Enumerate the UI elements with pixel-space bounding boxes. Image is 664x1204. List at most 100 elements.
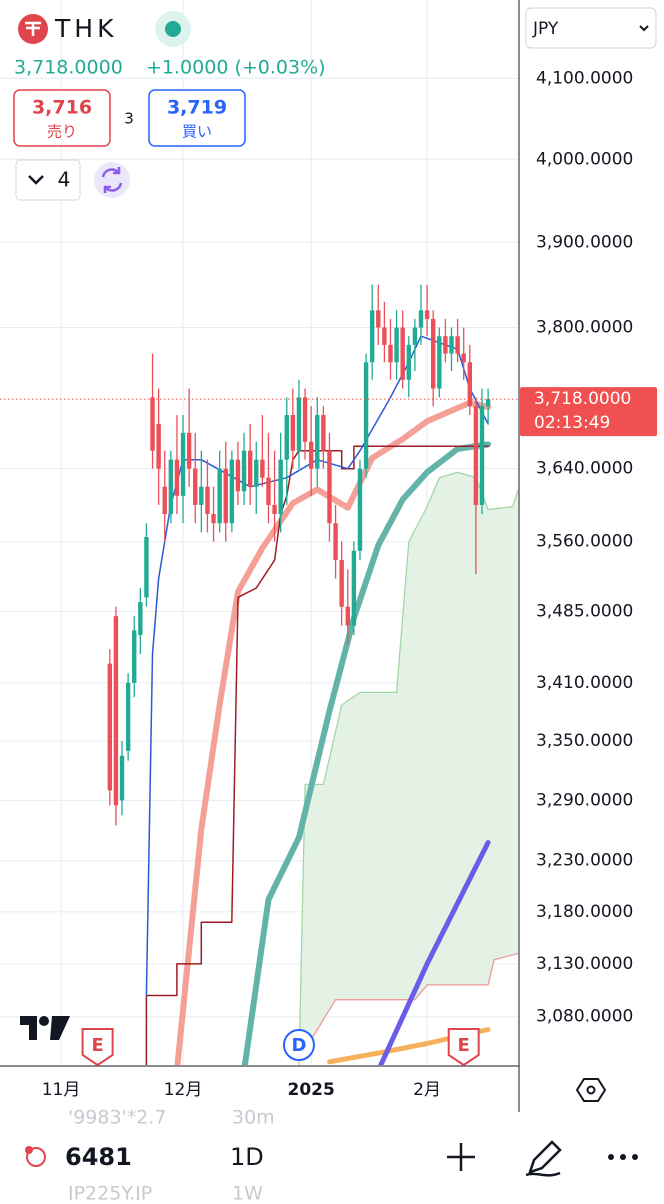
buy-label[interactable]: 買い bbox=[182, 123, 212, 141]
sync-bg[interactable] bbox=[94, 162, 130, 198]
price-label: 3,718.0000 bbox=[534, 389, 631, 409]
candle-body bbox=[357, 468, 363, 551]
dropdown-box[interactable] bbox=[15, 159, 81, 201]
dot bbox=[608, 1154, 614, 1160]
candle-body bbox=[339, 560, 344, 607]
sync-icon bbox=[101, 168, 123, 192]
candle-body bbox=[132, 630, 137, 683]
cloud-lower bbox=[298, 952, 518, 1060]
event-label: E bbox=[91, 1035, 103, 1056]
sync-arrows bbox=[103, 167, 121, 193]
candle-body bbox=[327, 450, 332, 524]
settings-dot bbox=[586, 1085, 596, 1095]
candle-body bbox=[437, 336, 442, 389]
buy-price[interactable]: 3,719 bbox=[167, 97, 227, 119]
currency-dropdown[interactable]: JPY bbox=[525, 7, 657, 49]
candle-body bbox=[473, 406, 479, 505]
candle-body bbox=[345, 606, 350, 626]
y-tick-label: 3,640.0000 bbox=[536, 459, 633, 479]
candle-body bbox=[461, 353, 466, 363]
bottom-symbol[interactable]: 6481 bbox=[65, 1143, 132, 1171]
candle-body bbox=[107, 663, 113, 791]
bottom-interval[interactable]: 1D bbox=[230, 1143, 264, 1171]
candle-body bbox=[235, 459, 241, 492]
candle-body bbox=[290, 415, 296, 451]
y-tick-label: 3,410.0000 bbox=[536, 673, 633, 693]
currency-box[interactable] bbox=[525, 7, 657, 49]
candle-body bbox=[205, 486, 210, 515]
candle-body bbox=[449, 336, 454, 354]
candle-body bbox=[266, 477, 271, 505]
logo-part bbox=[20, 1016, 37, 1040]
candle-body bbox=[424, 310, 430, 319]
sell-box[interactable] bbox=[13, 89, 111, 147]
candle-body bbox=[217, 468, 222, 524]
y-tick-label: 3,230.0000 bbox=[536, 851, 633, 871]
candle-body bbox=[284, 415, 289, 460]
event-label: E bbox=[458, 1035, 470, 1056]
candle-body bbox=[479, 406, 485, 505]
candle-body bbox=[278, 459, 283, 515]
y-tick-label: 3,130.0000 bbox=[536, 954, 633, 974]
layout-count[interactable]: 4 bbox=[58, 168, 71, 192]
dividend-marker bbox=[282, 1029, 315, 1061]
draw-button[interactable] bbox=[525, 1140, 562, 1177]
symbol-icon-dot bbox=[25, 1146, 33, 1154]
candle-body bbox=[125, 682, 131, 751]
candle-body bbox=[272, 504, 277, 515]
cloud-upper bbox=[298, 471, 518, 1065]
candle-body bbox=[351, 550, 357, 626]
logo-part bbox=[50, 1016, 70, 1040]
candle-body bbox=[369, 310, 375, 363]
candle-body bbox=[376, 310, 381, 328]
candle-body bbox=[113, 616, 119, 806]
y-tick-label: 3,900.0000 bbox=[536, 232, 633, 252]
candle-body bbox=[467, 362, 472, 407]
x-tick-label: 12月 bbox=[164, 1080, 203, 1100]
price: 3,718.0000 bbox=[14, 57, 123, 79]
candle-body bbox=[388, 344, 393, 363]
countdown: 02:13:49 bbox=[534, 413, 610, 433]
buy-button[interactable]: 3,719 買い bbox=[148, 89, 246, 147]
candle-body bbox=[308, 441, 314, 469]
y-tick-label: 3,080.0000 bbox=[536, 1007, 633, 1027]
y-tick-label: 3,560.0000 bbox=[536, 532, 633, 552]
add-button[interactable] bbox=[447, 1143, 475, 1171]
layout-dropdown[interactable]: 4 bbox=[15, 159, 81, 201]
candle-body bbox=[156, 423, 161, 469]
candle-body bbox=[315, 415, 320, 469]
ghost-symbol: '9983'*2.7 bbox=[68, 1107, 167, 1129]
status-dot bbox=[165, 21, 181, 37]
more-button[interactable] bbox=[608, 1154, 638, 1160]
y-tick-label: 3,485.0000 bbox=[536, 601, 633, 621]
earnings-marker bbox=[81, 1028, 114, 1067]
candle-body bbox=[193, 468, 198, 505]
x-tick-label: 11月 bbox=[42, 1080, 81, 1100]
y-tick-label: 3,180.0000 bbox=[536, 902, 633, 922]
candle-body bbox=[260, 459, 265, 478]
candle-body bbox=[394, 327, 399, 363]
ghost-interval: 30m bbox=[232, 1107, 275, 1129]
candle-body bbox=[296, 397, 302, 451]
y-tick-label: 3,290.0000 bbox=[536, 790, 633, 810]
indicator-line bbox=[174, 399, 492, 1065]
settings-button[interactable] bbox=[575, 1078, 607, 1102]
sell-button[interactable]: 3,716 売り bbox=[13, 89, 111, 147]
y-tick-label: 4,100.0000 bbox=[536, 68, 633, 88]
currency[interactable]: JPY bbox=[532, 19, 559, 39]
sync-button[interactable] bbox=[94, 162, 130, 198]
candle-body bbox=[162, 486, 167, 515]
y-tick-label: 3,350.0000 bbox=[536, 731, 633, 751]
chevron bbox=[639, 25, 649, 32]
candle-body bbox=[485, 399, 491, 407]
sell-price[interactable]: 3,716 bbox=[32, 97, 92, 119]
logo-part bbox=[39, 1016, 49, 1026]
header: THK 3,718.0000 +1.0000 (+0.03%) bbox=[14, 11, 326, 79]
buy-box[interactable] bbox=[148, 89, 246, 147]
settings-icon[interactable] bbox=[575, 1078, 607, 1102]
candle-body bbox=[199, 486, 204, 505]
sell-label[interactable]: 売り bbox=[47, 123, 77, 141]
candle-body bbox=[168, 459, 174, 515]
x-tick-label: 2月 bbox=[413, 1080, 441, 1100]
overlay: 3,718.0000 02:13:49 E D E bbox=[81, 387, 657, 1067]
